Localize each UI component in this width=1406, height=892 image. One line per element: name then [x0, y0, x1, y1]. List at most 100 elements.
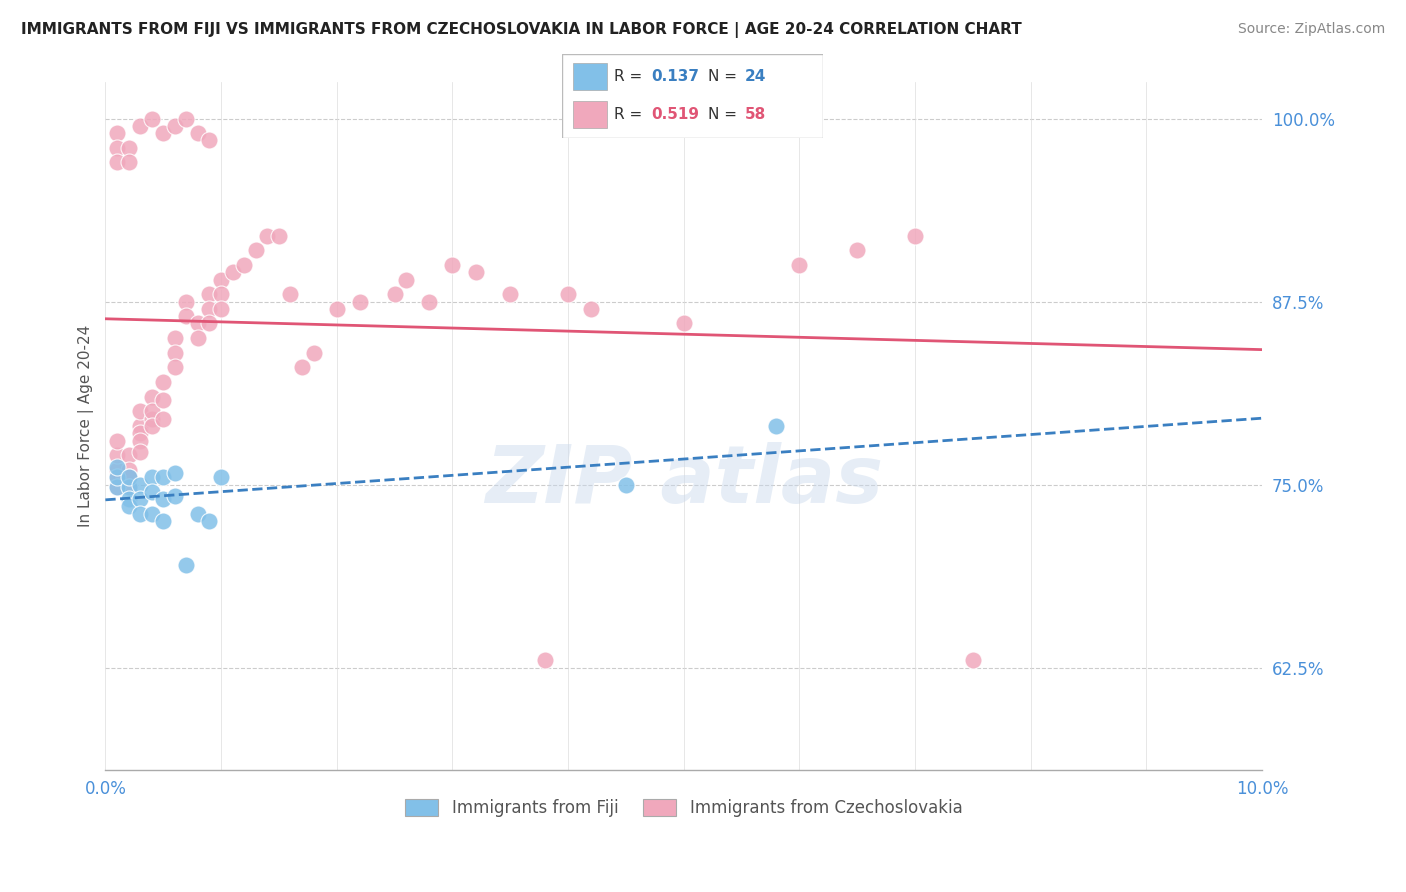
Point — [117, 155, 139, 169]
Point — [672, 317, 695, 331]
FancyBboxPatch shape — [572, 62, 606, 90]
Point — [209, 272, 232, 286]
Text: 58: 58 — [745, 107, 766, 122]
Point — [129, 492, 152, 507]
Point — [198, 287, 221, 301]
Point — [176, 558, 198, 572]
Point — [176, 294, 198, 309]
Point — [105, 434, 128, 448]
Point — [464, 265, 486, 279]
Point — [325, 301, 347, 316]
Point — [152, 411, 174, 425]
Point — [141, 419, 163, 434]
Point — [441, 258, 464, 272]
Point — [209, 287, 232, 301]
Text: R =: R = — [614, 107, 648, 122]
Point — [105, 448, 128, 462]
Point — [198, 514, 221, 528]
Point — [198, 133, 221, 147]
Point — [105, 126, 128, 140]
Point — [499, 287, 522, 301]
Point — [129, 119, 152, 133]
Point — [129, 434, 152, 448]
Point — [163, 331, 186, 345]
Text: N =: N = — [709, 69, 742, 84]
Point — [163, 345, 186, 359]
Point — [280, 287, 302, 301]
Point — [105, 141, 128, 155]
Point — [163, 119, 186, 133]
Point — [105, 463, 128, 477]
Point — [163, 466, 186, 480]
Point — [105, 470, 128, 484]
Point — [117, 480, 139, 494]
Point — [117, 448, 139, 462]
Point — [349, 294, 371, 309]
Text: Source: ZipAtlas.com: Source: ZipAtlas.com — [1237, 22, 1385, 37]
Point — [105, 470, 128, 484]
Text: 24: 24 — [745, 69, 766, 84]
Point — [129, 419, 152, 434]
Point — [141, 411, 163, 425]
Point — [176, 112, 198, 126]
Point — [117, 480, 139, 494]
Point — [233, 258, 256, 272]
Point — [198, 301, 221, 316]
Point — [302, 345, 325, 359]
Point — [198, 317, 221, 331]
Point — [904, 228, 927, 243]
Point — [117, 141, 139, 155]
Point — [141, 112, 163, 126]
Point — [105, 480, 128, 494]
FancyBboxPatch shape — [572, 101, 606, 128]
Point — [557, 287, 579, 301]
Point — [117, 470, 139, 484]
Point — [245, 244, 267, 258]
Point — [129, 507, 152, 521]
Text: ZIP atlas: ZIP atlas — [485, 442, 883, 520]
Point — [141, 507, 163, 521]
Point — [846, 244, 869, 258]
Point — [291, 360, 314, 375]
Point — [765, 419, 787, 434]
Point — [129, 477, 152, 491]
Point — [221, 265, 243, 279]
Point — [176, 309, 198, 323]
Point — [117, 500, 139, 514]
Point — [105, 459, 128, 474]
Text: R =: R = — [614, 69, 648, 84]
FancyBboxPatch shape — [562, 54, 823, 138]
Text: IMMIGRANTS FROM FIJI VS IMMIGRANTS FROM CZECHOSLOVAKIA IN LABOR FORCE | AGE 20-2: IMMIGRANTS FROM FIJI VS IMMIGRANTS FROM … — [21, 22, 1022, 38]
Point — [117, 463, 139, 477]
Point — [789, 258, 811, 272]
Point — [187, 331, 209, 345]
Point — [129, 445, 152, 459]
Point — [105, 155, 128, 169]
Point — [152, 514, 174, 528]
Point — [117, 470, 139, 484]
Point — [129, 426, 152, 441]
Legend: Immigrants from Fiji, Immigrants from Czechoslovakia: Immigrants from Fiji, Immigrants from Cz… — [398, 792, 969, 823]
Point — [962, 653, 984, 667]
Text: 0.137: 0.137 — [651, 69, 699, 84]
Point — [187, 317, 209, 331]
Text: N =: N = — [709, 107, 742, 122]
Point — [152, 392, 174, 407]
Point — [105, 480, 128, 494]
Text: 0.519: 0.519 — [651, 107, 699, 122]
Point — [152, 492, 174, 507]
Point — [534, 653, 557, 667]
Point — [152, 470, 174, 484]
Point — [187, 507, 209, 521]
Point — [152, 126, 174, 140]
Point — [152, 375, 174, 389]
Point — [418, 294, 440, 309]
Point — [384, 287, 406, 301]
Point — [117, 492, 139, 507]
Point — [129, 404, 152, 418]
Point — [395, 272, 418, 286]
Y-axis label: In Labor Force | Age 20-24: In Labor Force | Age 20-24 — [79, 325, 94, 527]
Point — [579, 301, 602, 316]
Point — [614, 477, 637, 491]
Point — [187, 126, 209, 140]
